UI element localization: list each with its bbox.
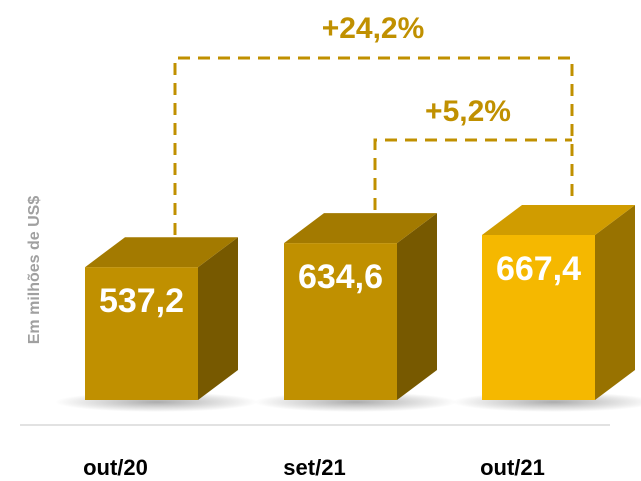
x-tick-label: set/21 xyxy=(283,455,345,480)
axis-label: Em milhões de US$ xyxy=(26,196,43,345)
brackets xyxy=(173,56,574,235)
bar-top xyxy=(482,205,635,235)
bracket-short xyxy=(373,138,572,210)
bracket-long xyxy=(173,56,574,235)
bar xyxy=(284,243,397,400)
x-tick-label: out/20 xyxy=(83,455,148,480)
annotation: +24,2% xyxy=(322,12,425,45)
value-label: 537,2 xyxy=(99,282,184,320)
bar-side xyxy=(595,205,635,400)
bar-top xyxy=(85,237,238,268)
value-label: 634,6 xyxy=(298,258,383,296)
bar-side xyxy=(397,213,437,400)
annotation: +5,2% xyxy=(425,95,511,128)
bar-side xyxy=(198,237,238,400)
bar xyxy=(482,235,595,400)
value-label: 667,4 xyxy=(496,250,581,288)
bar xyxy=(85,267,198,400)
bar-top xyxy=(284,213,437,244)
x-tick-label: out/21 xyxy=(480,455,545,480)
